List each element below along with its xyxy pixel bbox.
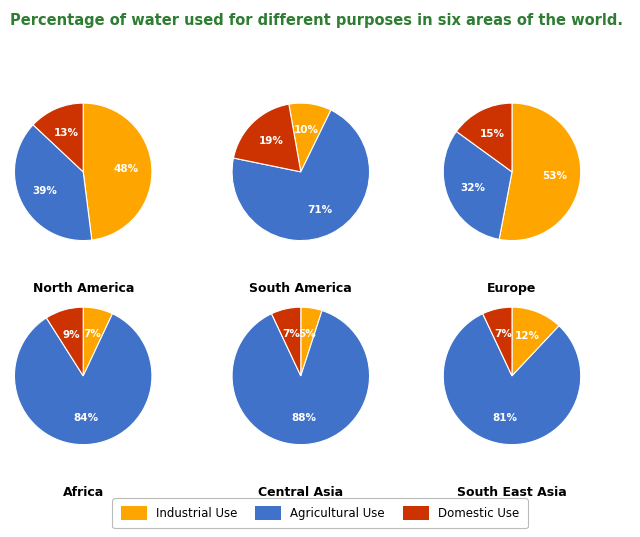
Text: 15%: 15% [480,129,505,139]
Wedge shape [512,307,559,376]
Text: 12%: 12% [515,331,540,342]
Text: 39%: 39% [33,186,58,196]
Text: 88%: 88% [291,413,316,424]
Text: South America: South America [250,282,352,295]
Wedge shape [289,103,331,172]
Wedge shape [232,110,369,241]
Text: 13%: 13% [54,128,79,137]
Wedge shape [83,103,152,240]
Legend: Industrial Use, Agricultural Use, Domestic Use: Industrial Use, Agricultural Use, Domest… [112,498,528,528]
Wedge shape [33,103,83,172]
Text: 32%: 32% [460,183,485,193]
Wedge shape [15,125,92,241]
Wedge shape [456,103,512,172]
Wedge shape [46,307,83,376]
Text: 81%: 81% [493,413,518,423]
Text: Percentage of water used for different purposes in six areas of the world.: Percentage of water used for different p… [10,13,623,28]
Text: 84%: 84% [74,413,99,424]
Text: Central Asia: Central Asia [258,486,344,499]
Text: 9%: 9% [63,330,80,340]
Text: Europe: Europe [487,282,537,295]
Wedge shape [301,307,322,376]
Text: 48%: 48% [113,164,138,174]
Wedge shape [483,307,512,376]
Wedge shape [444,314,580,445]
Wedge shape [234,104,301,172]
Text: 5%: 5% [299,329,316,339]
Text: 71%: 71% [307,205,332,215]
Text: South East Asia: South East Asia [457,486,567,499]
Wedge shape [271,307,301,376]
Text: 53%: 53% [542,171,567,181]
Wedge shape [15,314,152,445]
Text: 7%: 7% [84,329,101,339]
Text: 10%: 10% [294,125,319,135]
Text: 19%: 19% [259,136,284,146]
Wedge shape [232,310,369,445]
Text: North America: North America [33,282,134,295]
Wedge shape [499,103,580,241]
Text: 7%: 7% [283,329,300,339]
Text: 7%: 7% [494,329,511,339]
Text: Africa: Africa [63,486,104,499]
Wedge shape [444,132,512,240]
Wedge shape [83,307,113,376]
